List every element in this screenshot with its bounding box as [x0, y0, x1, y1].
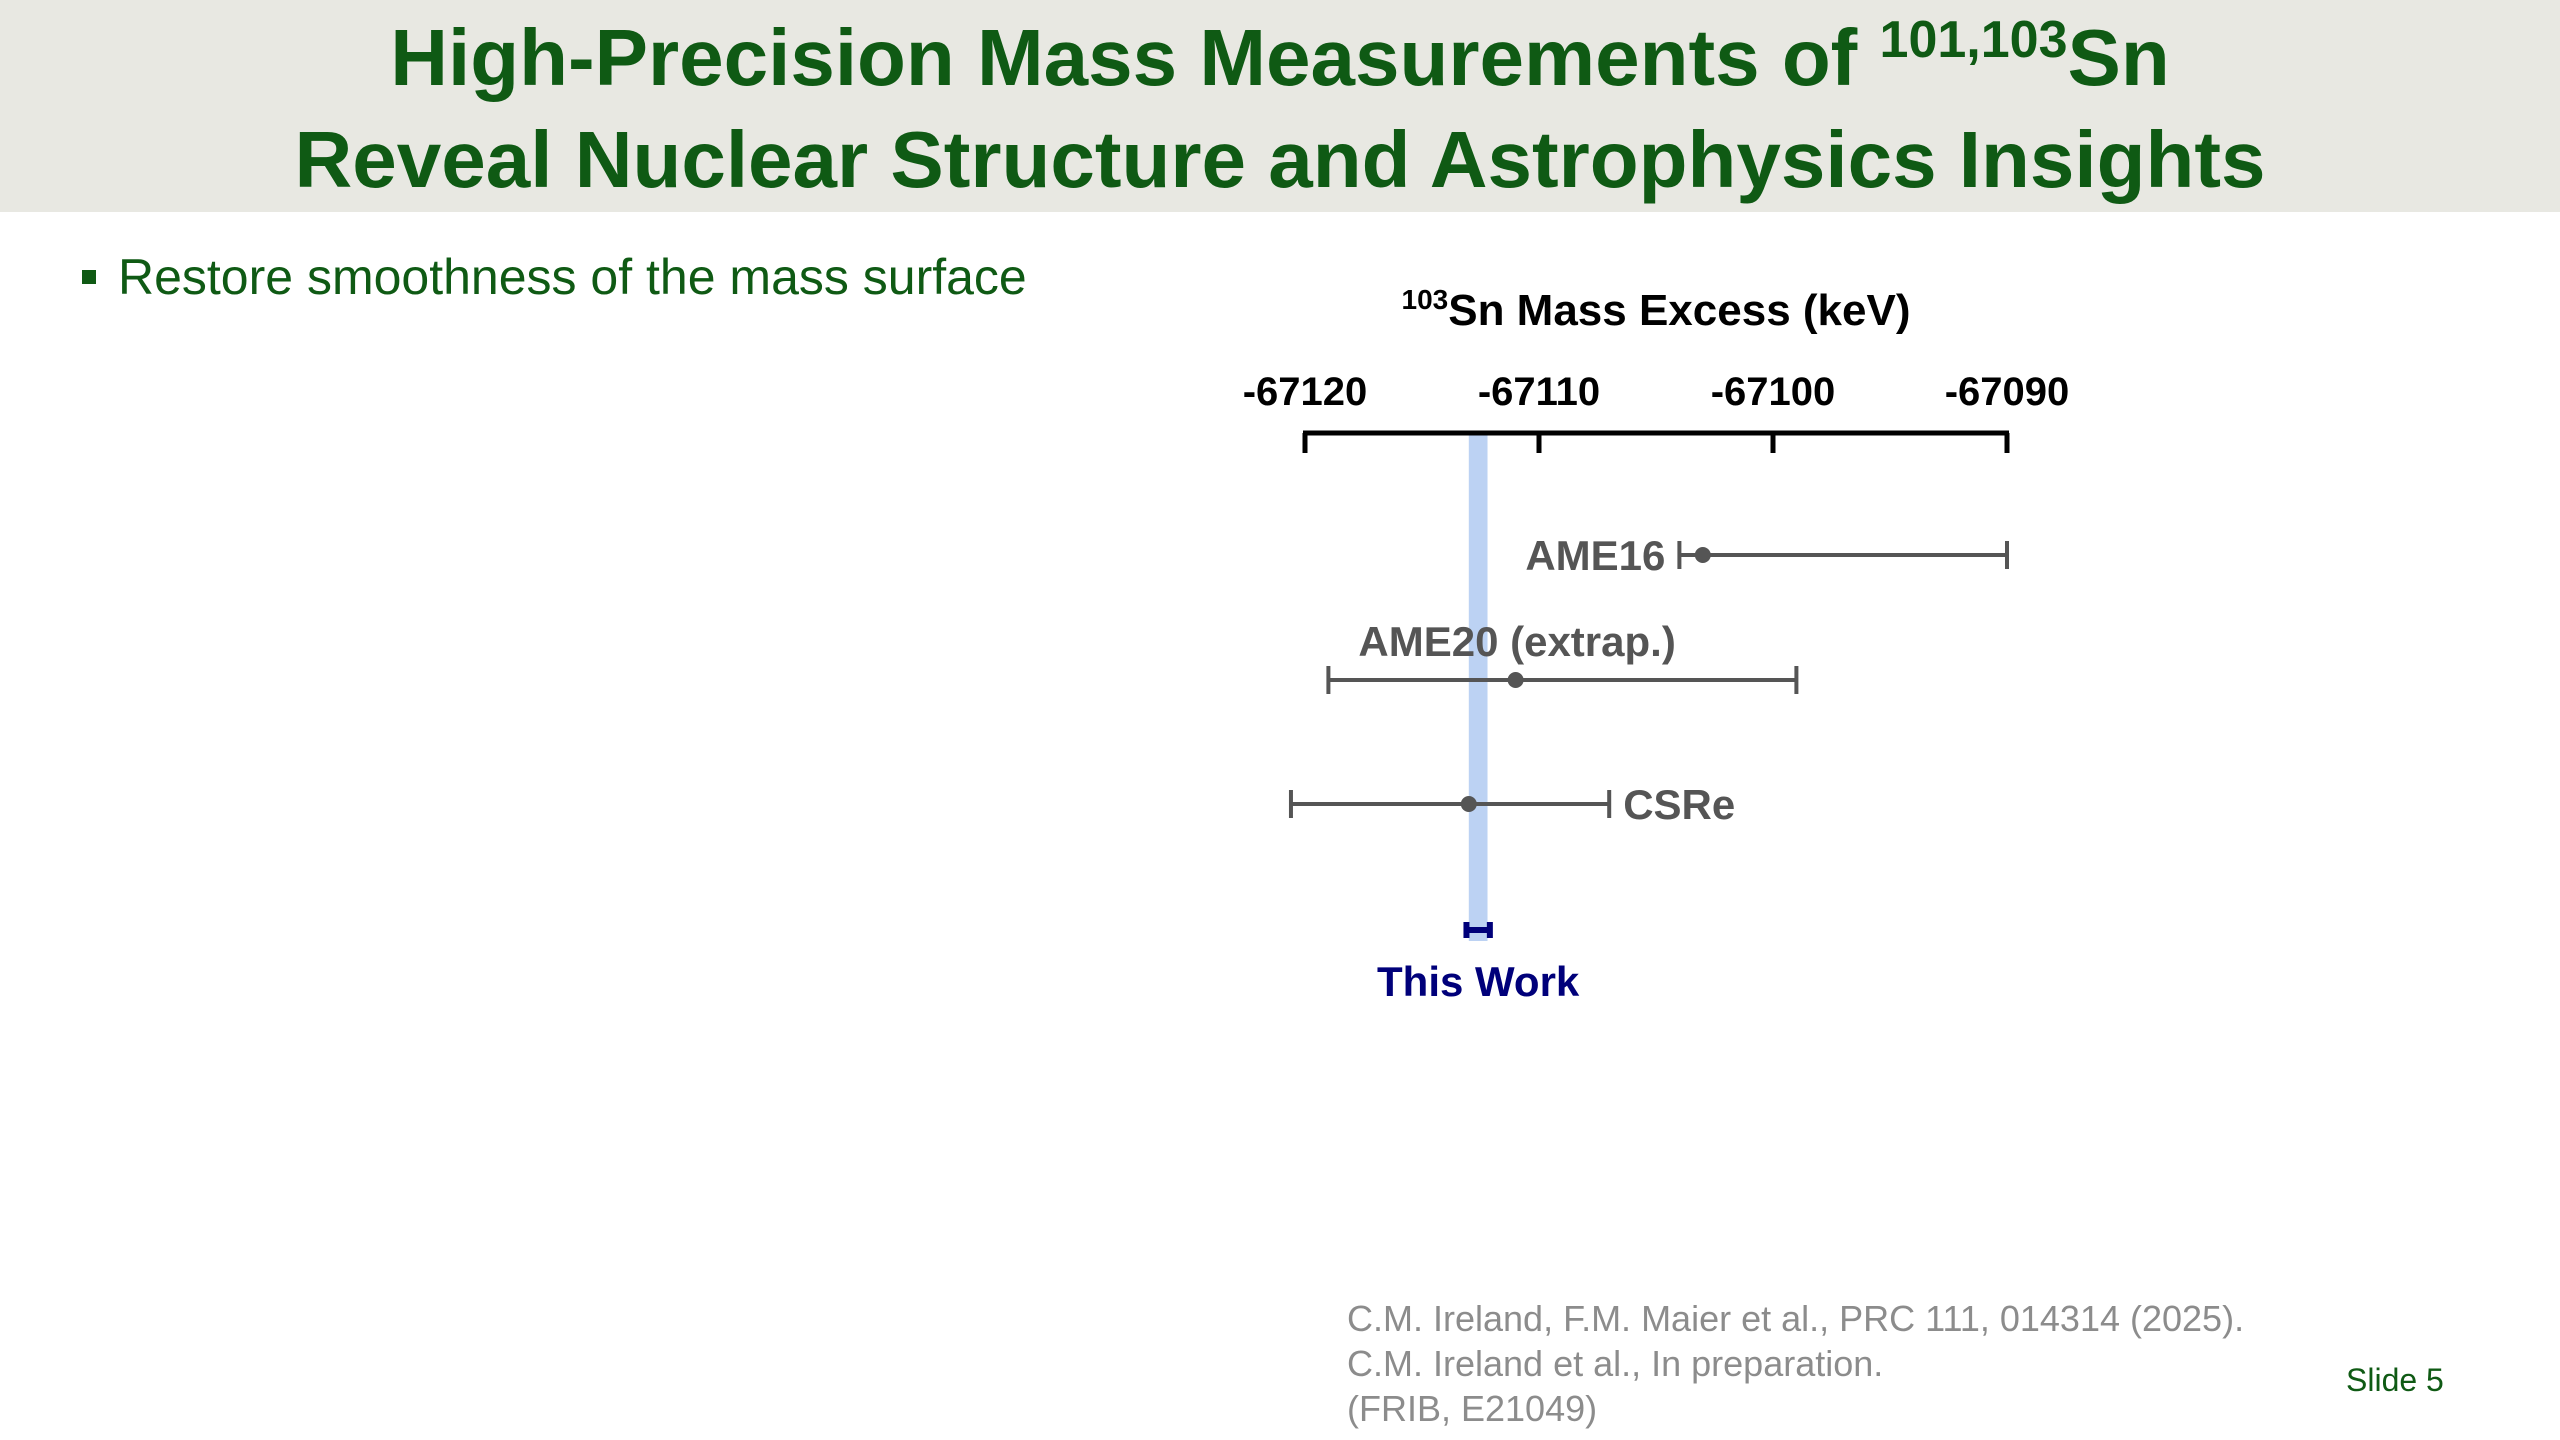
series-label: This Work — [1377, 958, 1580, 1005]
data-point — [1694, 547, 1711, 563]
slide-title-line2: Reveal Nuclear Structure and Astrophysic… — [294, 115, 2266, 204]
x-axis-tick-label: -67110 — [1478, 370, 1600, 414]
slide-title: High-Precision Mass Measurements of 101,… — [0, 11, 2560, 206]
isotope-superscript: 101,103 — [1879, 11, 2068, 69]
bullet-square-icon — [82, 270, 96, 284]
references: C.M. Ireland, F.M. Maier et al., PRC 111… — [1347, 1296, 2244, 1431]
series-ame16: AME16 — [1525, 532, 2009, 579]
x-axis-tick-label: -67090 — [1945, 370, 2070, 414]
data-point — [1507, 672, 1524, 688]
x-axis-tick-label: -67100 — [1711, 370, 1836, 414]
series-label: AME20 (extrap.) — [1358, 618, 1675, 665]
data-point — [1460, 796, 1477, 812]
title-bar: High-Precision Mass Measurements of 101,… — [0, 0, 2560, 212]
x-axis-tick-label: -67120 — [1243, 370, 1368, 414]
series-label: AME16 — [1525, 532, 1665, 579]
chart-title-sup: 103 — [1402, 284, 1449, 315]
series-ame20-extrap-: AME20 (extrap.) — [1326, 618, 1799, 694]
series-csre: CSRe — [1288, 781, 1735, 828]
chart-title-main: Sn Mass Excess (keV) — [1448, 286, 1910, 335]
chart-title: 103Sn Mass Excess (keV) — [1402, 284, 1911, 335]
bullet-item: Restore smoothness of the mass surface — [82, 248, 1027, 306]
reference-line-1: C.M. Ireland, F.M. Maier et al., PRC 111… — [1347, 1298, 2245, 1339]
bullet-text: Restore smoothness of the mass surface — [118, 249, 1027, 305]
this-work-highlight-band — [1468, 433, 1488, 941]
slide-number: Slide 5 — [2346, 1362, 2444, 1398]
slide-title-line1: High-Precision Mass Measurements of 101,… — [390, 11, 2170, 102]
series-this-work: This Work — [1377, 922, 1580, 1005]
reference-line-3: (FRIB, E21049) — [1347, 1388, 1598, 1429]
series-label: CSRe — [1623, 781, 1735, 828]
reference-line-2: C.M. Ireland et al., In preparation. — [1347, 1343, 1884, 1384]
